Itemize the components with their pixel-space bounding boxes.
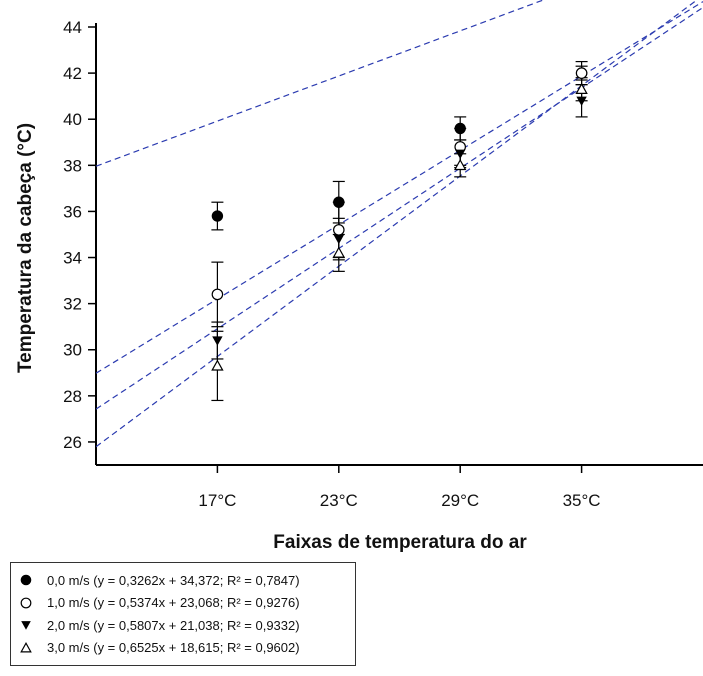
legend: 0,0 m/s (y = 0,3262x + 34,372; R² = 0,78…: [10, 562, 356, 666]
x-tick-label: 23°C: [320, 491, 358, 510]
x-tick-label: 17°C: [198, 491, 236, 510]
data-point: [332, 246, 346, 258]
y-tick-label: 30: [63, 341, 82, 360]
legend-marker: [20, 641, 32, 653]
y-tick-label: 38: [63, 156, 82, 175]
data-point: [211, 288, 224, 301]
data-point: [576, 96, 587, 106]
trendline: [96, 1, 703, 374]
legend-marker-shape: [20, 597, 32, 609]
x-axis-title: Faixas de temperatura do ar: [273, 532, 527, 553]
tick-labels: 26 28 30 32 34 36 38 40 42 44 17°C 23°C 29°C 35°C: [63, 18, 601, 510]
legend-label: 1,0 m/s (y = 0,5374x + 23,068; R² = 0,92…: [47, 595, 300, 611]
data-point: [212, 336, 223, 346]
legend-marker: [21, 621, 31, 631]
axes: [88, 23, 703, 473]
legend-marker: [20, 597, 32, 609]
y-axis-title: Temperatura da cabeça (°C): [15, 123, 36, 373]
legend-entry: 3,0 m/s (y = 0,6525x + 18,615; R² = 0,96…: [19, 637, 355, 660]
y-tick-label: 32: [63, 295, 82, 314]
y-tick-label: 42: [63, 64, 82, 83]
data-point: [455, 149, 466, 159]
y-tick-label: 34: [63, 249, 82, 268]
legend-label: 0,0 m/s (y = 0,3262x + 34,372; R² = 0,78…: [47, 572, 300, 588]
data-point: [575, 67, 588, 79]
x-tick-label: 29°C: [441, 491, 479, 510]
legend-marker-shape: [20, 641, 32, 653]
legend-marker-shape: [21, 621, 31, 631]
legend-entry: 2,0 m/s (y = 0,5807x + 21,038; R² = 0,93…: [19, 614, 355, 637]
data-point: [211, 359, 224, 371]
trendline: [96, 6, 703, 410]
legend-entry: 1,0 m/s (y = 0,5374x + 23,068; R² = 0,92…: [19, 592, 355, 615]
data-point: [333, 196, 345, 208]
data-point: [211, 210, 224, 222]
legend-entry: 0,0 m/s (y = 0,3262x + 34,372; R² = 0,78…: [19, 569, 355, 592]
data-point: [453, 158, 467, 171]
trendlines: [96, 0, 703, 448]
chart: 26 28 30 32 34 36 38 40 42 44 17°C 23°C 29°C 35°C Fai…: [15, 0, 703, 553]
trendline: [96, 0, 546, 167]
data-point: [575, 82, 588, 95]
data-points: [211, 67, 588, 371]
y-tick-label: 26: [63, 433, 82, 452]
y-tick-label: 36: [63, 202, 82, 221]
data-point: [333, 234, 344, 245]
legend-label: 3,0 m/s (y = 0,6525x + 18,615; R² = 0,96…: [47, 640, 300, 656]
y-tick-label: 40: [63, 110, 82, 129]
y-tick-label: 28: [63, 387, 82, 406]
y-tick-label: 44: [63, 18, 82, 37]
legend-label: 2,0 m/s (y = 0,5807x + 21,038; R² = 0,93…: [47, 617, 300, 633]
x-tick-label: 35°C: [563, 491, 601, 510]
legend-marker: [20, 574, 32, 586]
error-bars: [211, 60, 588, 402]
legend-marker-shape: [20, 574, 32, 586]
data-point: [332, 224, 345, 236]
data-point: [454, 122, 466, 135]
trendline: [96, 0, 698, 448]
